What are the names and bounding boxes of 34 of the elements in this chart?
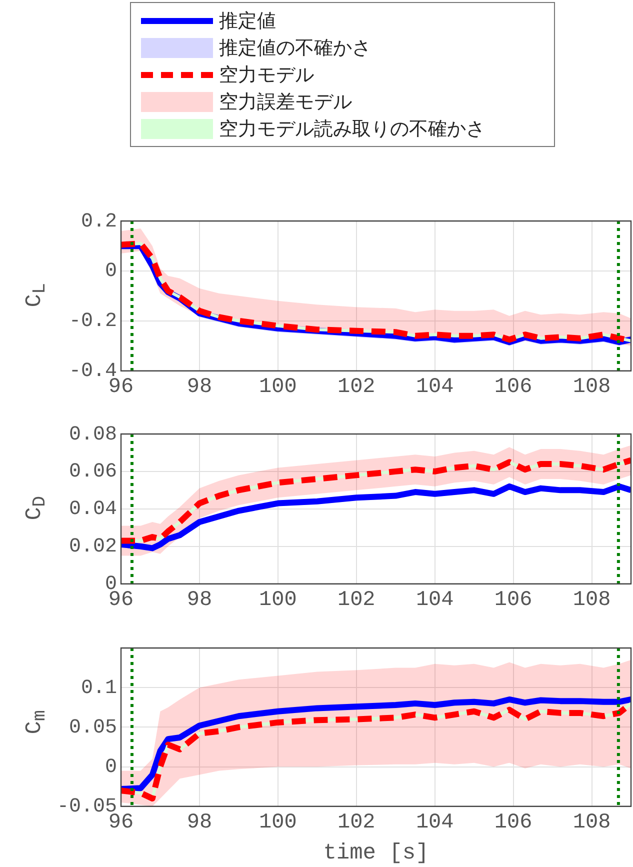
x-axis-title: time [s] [323,840,429,866]
y-tick-label: 0.08 [68,423,117,446]
y-tick-label: 0 [104,756,117,780]
x-tick-label: 102 [337,588,376,612]
x-tick-label: 106 [494,812,532,835]
y-tick-label: 0.05 [68,716,117,740]
text: 推定値の不確かさ [219,36,371,60]
x-tick-label: 100 [259,376,297,399]
y-tick-label: 0.06 [68,460,117,484]
legend-label: 空力モデル読み取りの不確かさ [219,116,485,142]
text: 空力誤差モデル [219,90,352,114]
y-tick-label: 0.2 [80,210,117,234]
x-tick-label: 108 [572,812,611,835]
y-tick-label: 0 [104,260,117,284]
x-tick-label: 98 [186,588,212,612]
x-tick-label: 108 [572,376,611,399]
x-tick-label: 104 [416,376,454,399]
x-tick-label: 98 [186,376,212,399]
y-tick-label: 0.04 [68,498,117,522]
y-tick-label: 0.02 [68,536,117,559]
x-tick-label: 102 [337,812,376,835]
x-tick-label: 100 [259,588,297,612]
x-tick-label: 106 [494,376,532,399]
x-tick-label: 98 [186,812,212,835]
legend-label: 空力モデル [219,62,314,88]
y-tick-label: 0.1 [80,676,117,700]
legend-label: 推定値 [219,8,276,34]
x-tick-label: 104 [416,588,454,612]
x-tick-label: 108 [572,588,611,612]
x-tick-label: 102 [337,376,376,399]
x-tick-label: 104 [416,812,454,835]
y-tick-label: -0.2 [68,310,117,334]
x-tick-label: 106 [494,588,532,612]
x-tick-label: 100 [259,812,297,835]
